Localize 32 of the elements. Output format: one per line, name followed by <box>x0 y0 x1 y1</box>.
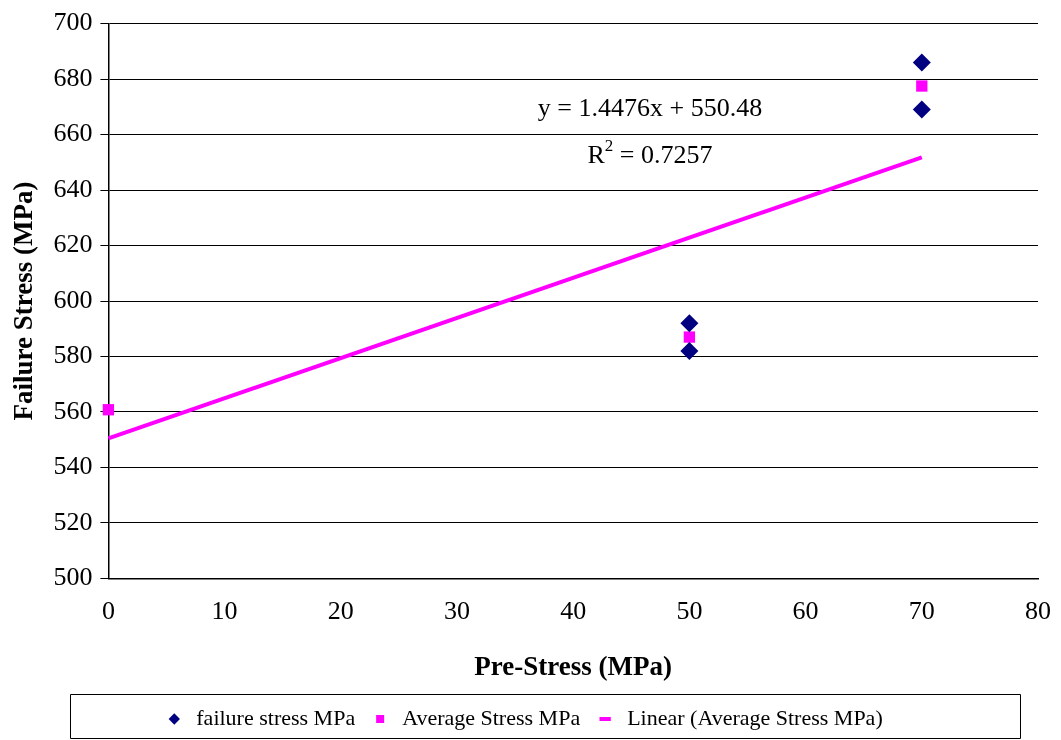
y-tick-label: 660 <box>53 118 93 148</box>
point <box>680 314 699 333</box>
x-axis-title: Pre-Stress (MPa) <box>474 650 673 681</box>
point <box>916 80 928 92</box>
y-tick-label: 600 <box>53 284 93 314</box>
x-tick-label: 60 <box>792 595 819 625</box>
point <box>680 341 699 360</box>
x-tick-label: 50 <box>676 595 703 625</box>
x-tick-label: 30 <box>444 595 470 625</box>
x-tick-label: 70 <box>908 595 935 625</box>
x-tick-label: 80 <box>1025 595 1051 625</box>
y-tick-label: 560 <box>53 395 93 425</box>
y-tick-label: 520 <box>53 506 93 536</box>
y-axis-title: Failure Stress (MPa) <box>8 181 39 421</box>
x-tick-label: 10 <box>211 595 238 625</box>
y-tick-label: 580 <box>53 340 93 370</box>
point <box>912 53 931 72</box>
legend-label: failure stress MPa <box>196 704 356 730</box>
legend-label: Linear (Average Stress MPa) <box>627 704 883 730</box>
y-tick-label: 540 <box>53 451 93 481</box>
y-tick-label: 640 <box>53 173 93 203</box>
y-tick-label: 680 <box>53 62 93 92</box>
legend-label: Average Stress MPa <box>402 704 581 730</box>
y-tick-label: 500 <box>53 562 93 592</box>
point <box>912 100 931 119</box>
x-tick-label: 0 <box>101 595 115 625</box>
x-tick-label: 20 <box>327 595 354 625</box>
y-tick-label: 700 <box>53 7 93 37</box>
annotation: y = 1.4476x + 550.48 <box>537 93 763 122</box>
point <box>683 331 696 343</box>
y-tick-label: 620 <box>53 229 93 259</box>
x-tick-label: 40 <box>560 595 587 625</box>
